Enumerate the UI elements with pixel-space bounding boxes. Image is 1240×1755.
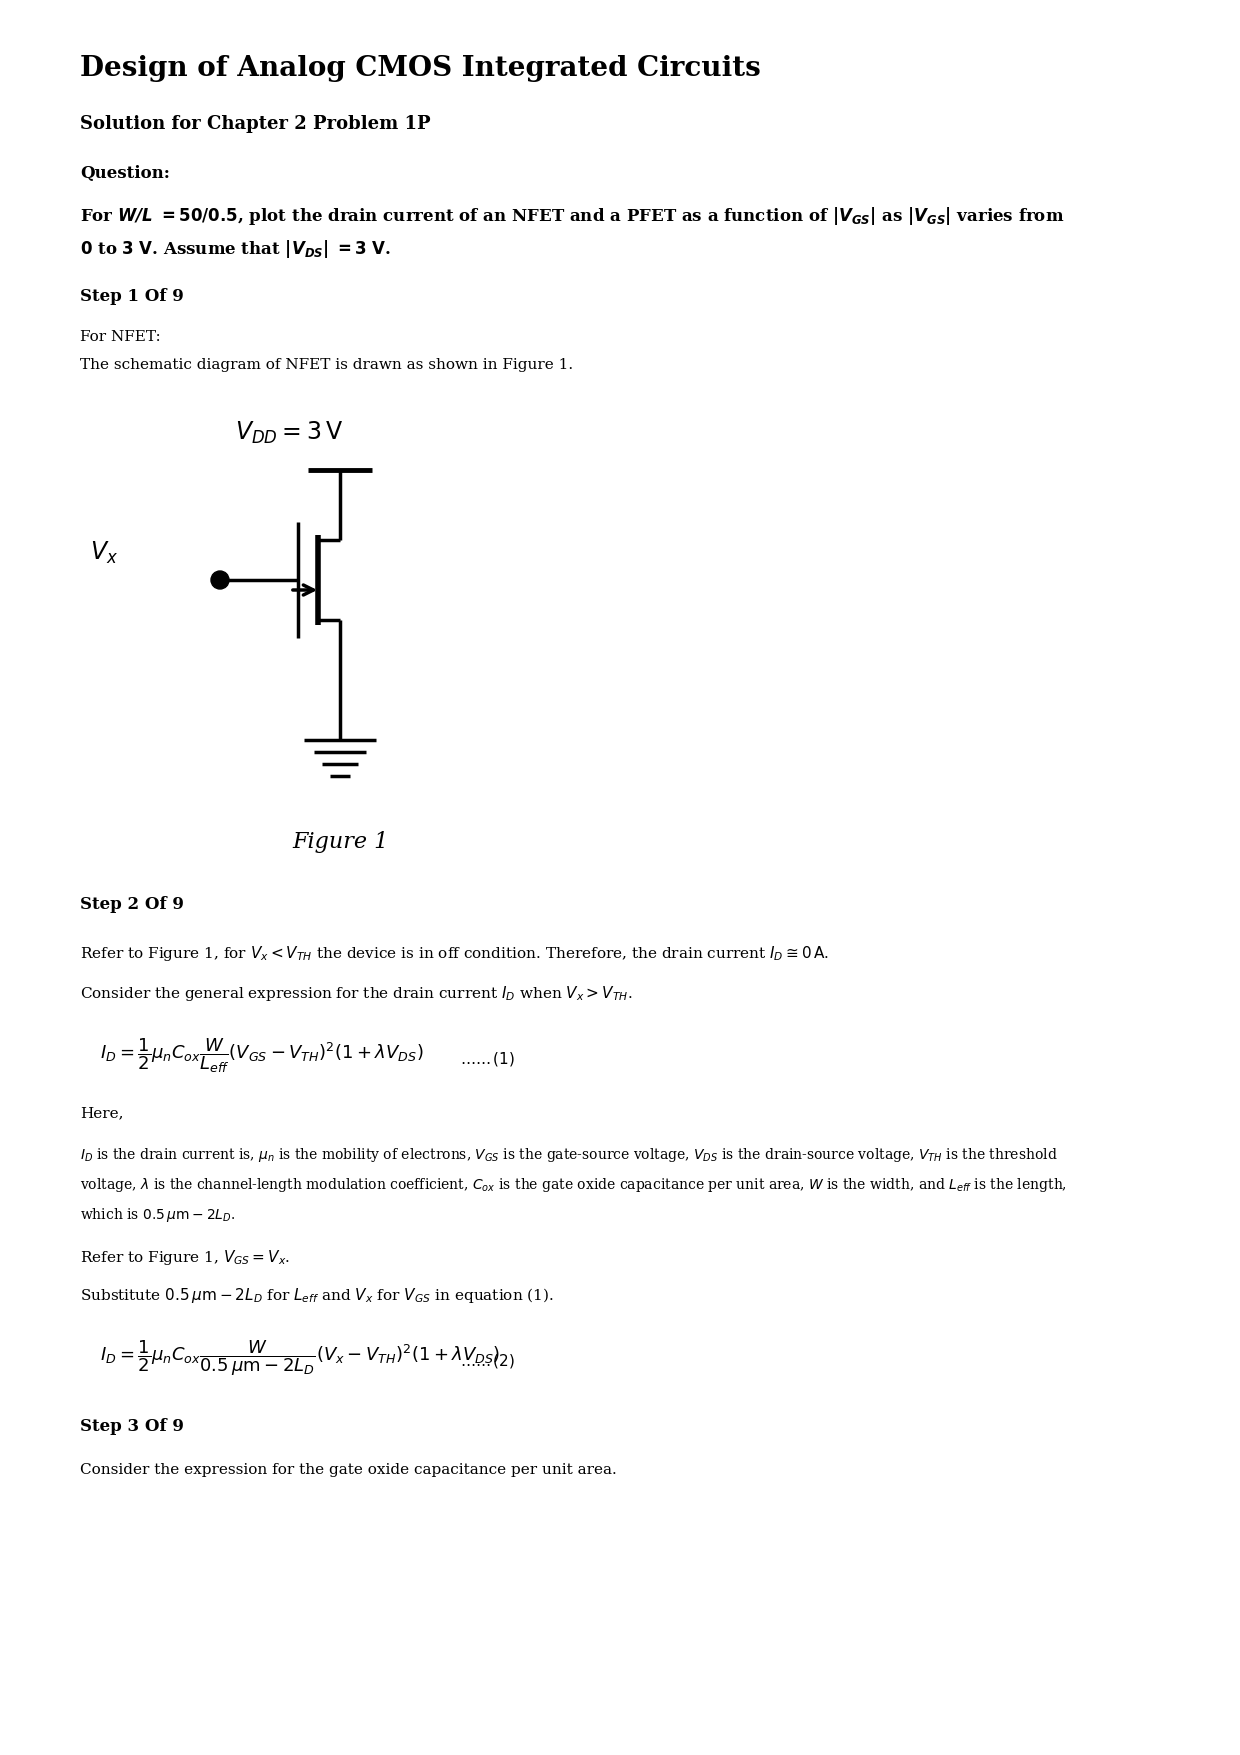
Text: $I_D = \dfrac{1}{2}\mu_n C_{ox} \dfrac{W}{0.5\,\mu\mathrm{m} - 2L_D} (V_x - V_{T: $I_D = \dfrac{1}{2}\mu_n C_{ox} \dfrac{W… xyxy=(100,1337,500,1378)
Text: Here,: Here, xyxy=(81,1106,124,1120)
Text: $\ldots\ldots\,(2)$: $\ldots\ldots\,(2)$ xyxy=(460,1351,515,1371)
Text: $V_x$: $V_x$ xyxy=(91,541,118,567)
Text: Solution for Chapter 2 Problem 1P: Solution for Chapter 2 Problem 1P xyxy=(81,116,430,133)
Text: $\ldots\ldots\,(1)$: $\ldots\ldots\,(1)$ xyxy=(460,1049,515,1069)
Text: For NFET:: For NFET: xyxy=(81,330,161,344)
Text: Consider the expression for the gate oxide capacitance per unit area.: Consider the expression for the gate oxi… xyxy=(81,1464,616,1478)
Text: Step 3 Of 9: Step 3 Of 9 xyxy=(81,1418,184,1436)
Text: Refer to Figure 1, for $V_x < V_{TH}$ the device is in off condition. Therefore,: Refer to Figure 1, for $V_x < V_{TH}$ th… xyxy=(81,944,830,963)
Text: $\mathbf{0}$ to $\mathbf{3\ V}$. Assume that $\mathbf{|}$$\bfit{V}_{\bfit{DS}}$$: $\mathbf{0}$ to $\mathbf{3\ V}$. Assume … xyxy=(81,239,392,260)
Text: For $\bfit{W/L}$ $\mathbf{= 50/0.5}$, plot the drain current of an NFET and a PF: For $\bfit{W/L}$ $\mathbf{= 50/0.5}$, pl… xyxy=(81,205,1064,226)
Text: Step 2 Of 9: Step 2 Of 9 xyxy=(81,897,184,913)
Text: Consider the general expression for the drain current $I_D$ when $V_x > V_{TH}$.: Consider the general expression for the … xyxy=(81,985,632,1004)
Text: Substitute $0.5\,\mu\mathrm{m} - 2L_D$ for $L_{eff}$ and $V_x$ for $V_{GS}$ in e: Substitute $0.5\,\mu\mathrm{m} - 2L_D$ f… xyxy=(81,1286,554,1306)
Text: Design of Analog CMOS Integrated Circuits: Design of Analog CMOS Integrated Circuit… xyxy=(81,54,761,82)
Text: Question:: Question: xyxy=(81,165,170,183)
Text: which is $0.5\,\mu\mathrm{m} - 2L_D$.: which is $0.5\,\mu\mathrm{m} - 2L_D$. xyxy=(81,1206,236,1223)
Text: $I_D$ is the drain current is, $\mu_n$ is the mobility of electrons, $V_{GS}$ is: $I_D$ is the drain current is, $\mu_n$ i… xyxy=(81,1146,1058,1164)
Text: Refer to Figure 1, $V_{GS} = V_x$.: Refer to Figure 1, $V_{GS} = V_x$. xyxy=(81,1248,290,1267)
Text: $V_{DD}=3\,\mathrm{V}$: $V_{DD}=3\,\mathrm{V}$ xyxy=(236,419,343,446)
Text: voltage, $\lambda$ is the channel-length modulation coefficient, $C_{ox}$ is the: voltage, $\lambda$ is the channel-length… xyxy=(81,1176,1066,1193)
Text: The schematic diagram of NFET is drawn as shown in Figure 1.: The schematic diagram of NFET is drawn a… xyxy=(81,358,573,372)
Text: Step 1 Of 9: Step 1 Of 9 xyxy=(81,288,184,305)
Text: Figure 1: Figure 1 xyxy=(291,832,388,853)
Text: $I_D = \dfrac{1}{2}\mu_n C_{ox} \dfrac{W}{L_{eff}} (V_{GS} - V_{TH})^2 (1 + \lam: $I_D = \dfrac{1}{2}\mu_n C_{ox} \dfrac{W… xyxy=(100,1035,424,1074)
Circle shape xyxy=(211,570,229,590)
